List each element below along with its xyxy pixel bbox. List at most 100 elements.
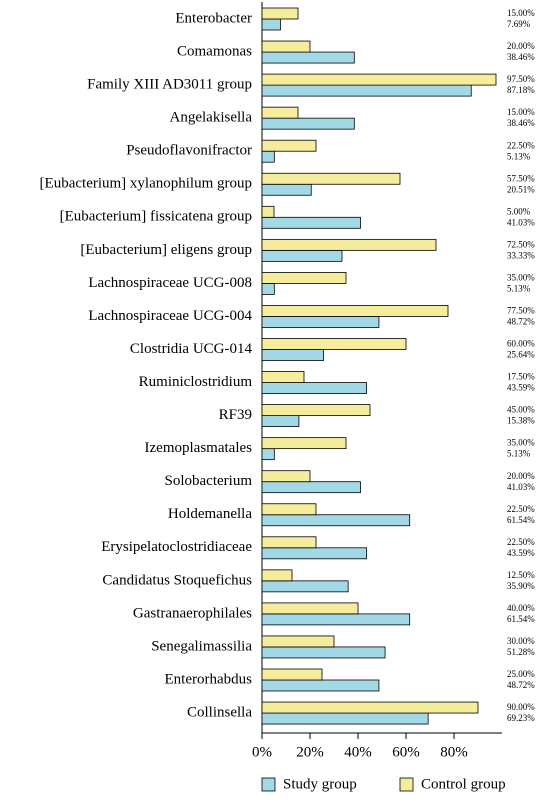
category-label: Senegalimassilia — [151, 638, 252, 654]
value-label: 5.13% — [507, 151, 531, 161]
value-label: 35.00% — [507, 272, 535, 282]
bar — [261, 668, 323, 681]
bar — [261, 437, 347, 450]
value-label: 45.00% — [507, 405, 535, 415]
value-label: 87.18% — [507, 85, 535, 95]
value-label: 38.46% — [507, 118, 535, 128]
bar — [261, 305, 449, 317]
value-label: 48.72% — [507, 680, 535, 690]
bar — [261, 580, 349, 593]
bar — [261, 150, 275, 163]
value-label: 5.13% — [507, 449, 531, 459]
value-label: 51.28% — [507, 647, 535, 657]
value-label: 69.23% — [507, 713, 535, 723]
bar — [261, 404, 371, 417]
category-label: [Eubacterium] xylanophilum group — [40, 176, 252, 192]
value-label: 38.46% — [507, 52, 535, 62]
category-label: Lachnospiraceae UCG-004 — [88, 308, 252, 324]
category-label: [Eubacterium] fissicatena group — [60, 209, 252, 225]
bar — [261, 139, 317, 152]
category-label: Holdemanella — [168, 506, 252, 522]
category-label: RF39 — [219, 407, 252, 423]
bar — [261, 51, 355, 64]
category-label: Family XIII AD3011 group — [87, 77, 252, 93]
value-label: 5.13% — [507, 283, 531, 293]
bar — [261, 602, 359, 615]
bar — [261, 40, 311, 53]
category-label: Lachnospiraceae UCG-008 — [88, 275, 252, 291]
value-label: 33.33% — [507, 250, 535, 260]
value-label: 20.51% — [507, 184, 535, 194]
bar — [261, 249, 343, 262]
bar — [261, 216, 361, 229]
category-label: Candidatus Stoquefichus — [102, 572, 252, 588]
bar — [261, 448, 275, 461]
value-label: 12.50% — [507, 570, 535, 580]
category-label: Clostridia UCG-014 — [130, 341, 253, 357]
value-label: 15.00% — [507, 8, 535, 18]
value-label: 15.38% — [507, 416, 535, 426]
value-label: 60.00% — [507, 339, 535, 349]
category-label: Pseudoflavonifractor — [126, 143, 252, 159]
value-label: 35.00% — [507, 438, 535, 448]
value-label: 22.50% — [507, 140, 535, 150]
value-label: 5.00% — [507, 206, 531, 216]
bar — [261, 415, 300, 428]
value-label: 61.54% — [507, 515, 535, 525]
bar — [261, 73, 497, 86]
category-label: [Eubacterium] eligens group — [80, 242, 252, 258]
bar — [261, 371, 305, 383]
bar — [261, 613, 411, 626]
bar — [261, 536, 317, 549]
bar — [261, 117, 355, 130]
bar — [261, 569, 293, 582]
value-label: 35.90% — [507, 581, 535, 591]
value-label: 57.50% — [507, 173, 535, 183]
bar — [261, 514, 411, 527]
x-tick-label: 80% — [440, 744, 468, 760]
bar — [261, 183, 312, 196]
value-label: 7.69% — [507, 19, 531, 29]
value-label: 20.00% — [507, 41, 535, 51]
category-label: Ruminiclostridium — [139, 374, 253, 390]
bar — [261, 316, 380, 328]
bar — [261, 271, 347, 284]
legend-label: Study group — [283, 776, 357, 792]
value-label: 48.72% — [507, 317, 535, 327]
value-label: 22.50% — [507, 504, 535, 514]
bar — [261, 84, 472, 97]
bar — [261, 635, 335, 648]
bar — [261, 712, 429, 725]
bar — [261, 338, 407, 350]
legend-label: Control group — [421, 776, 506, 792]
category-label: Comamonas — [177, 43, 252, 59]
value-label: 20.00% — [507, 471, 535, 481]
bar — [261, 646, 386, 659]
bar — [261, 503, 317, 516]
bar — [261, 106, 299, 119]
category-label: Solobacterium — [165, 473, 253, 489]
value-label: 77.50% — [507, 306, 535, 316]
bar — [261, 282, 275, 295]
category-label: Collinsella — [187, 704, 252, 720]
value-label: 41.03% — [507, 217, 535, 227]
bar — [261, 18, 281, 31]
category-label: Enterobacter — [175, 10, 252, 26]
value-label: 25.00% — [507, 669, 535, 679]
value-label: 40.00% — [507, 603, 535, 613]
value-label: 17.50% — [507, 372, 535, 382]
bar — [261, 679, 380, 692]
x-tick-label: 60% — [392, 744, 420, 760]
bar — [261, 547, 368, 560]
bar — [261, 349, 324, 361]
bar — [261, 481, 361, 494]
value-label: 15.00% — [507, 107, 535, 117]
value-label: 61.54% — [507, 614, 535, 624]
bar — [261, 701, 479, 714]
bar — [261, 382, 368, 394]
x-tick-label: 20% — [296, 744, 324, 760]
bar — [261, 205, 275, 218]
category-label: Gastranaerophilales — [133, 605, 252, 621]
value-label: 41.03% — [507, 482, 535, 492]
